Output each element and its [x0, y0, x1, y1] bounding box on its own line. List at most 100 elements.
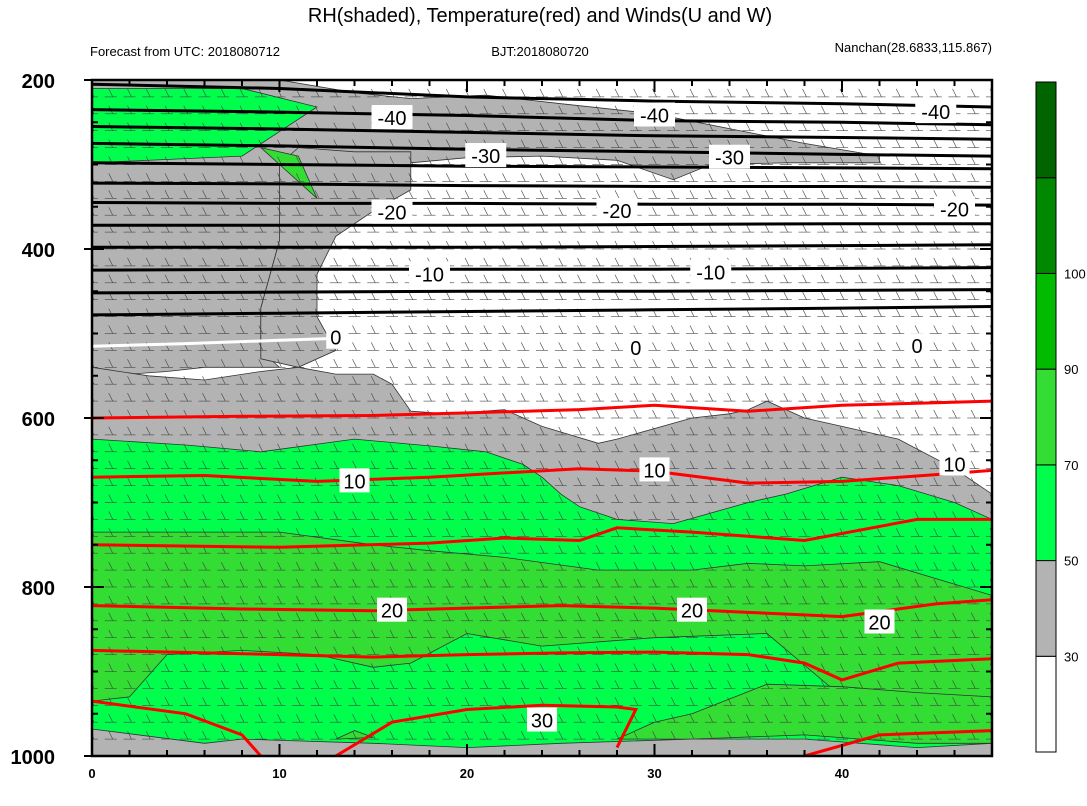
wind-barb-flag — [802, 392, 807, 402]
wind-barb-flag — [314, 528, 320, 537]
wind-barb-flag — [464, 714, 470, 723]
wind-barb-flag — [145, 629, 151, 638]
wind-barb-flag — [389, 392, 395, 402]
wind-barb-flag — [520, 122, 526, 131]
wind-barb-flag — [202, 528, 207, 537]
wind-barb-flag — [427, 291, 432, 300]
wind-barb-flag — [427, 612, 432, 621]
wind-barb-flag — [314, 629, 320, 638]
wind-barb-flag — [539, 291, 545, 300]
wind-barb-flag — [108, 359, 114, 368]
wind-barb-flag — [764, 173, 770, 182]
wind-barb-flag — [164, 88, 170, 98]
wind-barb-flag — [370, 494, 376, 503]
wind-barb-flag — [520, 291, 526, 300]
wind-barb-flag — [558, 714, 564, 723]
wind-barb-flag — [914, 88, 920, 98]
wind-barb-flag — [952, 646, 957, 655]
wind-barb-flag — [952, 409, 957, 419]
wind-barb-flag — [92, 700, 95, 706]
contour-label-box — [465, 143, 507, 168]
wind-barb-flag — [92, 649, 95, 655]
wind-barb-flag — [520, 663, 526, 672]
wind-barb-flag — [708, 376, 714, 385]
wind-barb-flag — [314, 190, 320, 199]
wind-barb-flag — [558, 545, 564, 554]
wind-barb-flag — [558, 578, 564, 588]
wind-barb-flag — [539, 730, 545, 740]
wind-barb-flag — [164, 697, 170, 706]
wind-barb-flag — [558, 426, 564, 436]
wind-barb-flag — [577, 663, 582, 672]
wind-barb-flag — [745, 359, 751, 368]
wind-barb-flag — [92, 396, 95, 402]
wind-barb-flag — [145, 207, 151, 216]
wind-barb-flag — [333, 714, 339, 723]
wind-barb-flag — [914, 595, 920, 605]
wind-barb-flag — [520, 173, 526, 182]
wind-barb-flag — [427, 629, 432, 638]
wind-barb-flag — [333, 528, 339, 537]
wind-barb-flag — [352, 257, 357, 267]
wind-barb-flag — [445, 528, 451, 537]
wind-barb-flag — [802, 409, 807, 419]
wind-barb-flag — [370, 376, 376, 385]
wind-barb-flag — [408, 342, 414, 351]
wind-barb-flag — [820, 680, 826, 689]
wind-barb-flag — [558, 663, 564, 672]
wind-barb-flag — [895, 325, 901, 334]
wind-barb-flag — [314, 646, 320, 655]
wind-barb-flag — [520, 392, 526, 402]
wind-barb-flag — [145, 697, 151, 706]
wind-barb-flag — [445, 680, 451, 689]
wind-barb-flag — [727, 392, 732, 402]
wind-barb-flag — [989, 426, 992, 432]
wind-barb-flag — [727, 714, 732, 723]
wind-barb-flag — [595, 663, 601, 672]
wind-barb-flag — [539, 460, 545, 469]
wind-barb-flag — [352, 714, 357, 723]
wind-barb-flag — [914, 663, 920, 672]
wind-barb-flag — [633, 730, 639, 740]
wind-barb-flag — [764, 291, 770, 300]
wind-barb-flag — [670, 629, 676, 638]
wind-barb-flag — [164, 443, 170, 452]
wind-barb-flag — [727, 376, 732, 385]
wind-barb-flag — [783, 730, 789, 740]
wind-barb-flag — [614, 595, 620, 605]
wind-barb-row-16 — [92, 342, 992, 351]
wind-barb-flag — [389, 730, 395, 740]
wind-barb-flag — [220, 629, 226, 638]
wind-barb-flag — [839, 460, 845, 469]
wind-barb-flag — [652, 511, 657, 520]
wind-barb-flag — [108, 274, 114, 283]
wind-barb-flag — [445, 578, 451, 588]
wind-barb-flag — [183, 494, 189, 503]
wind-barb-flag — [483, 325, 489, 334]
wind-barb-flag — [389, 139, 395, 148]
wind-barb-flag — [670, 156, 676, 165]
wind-barb-flag — [352, 392, 357, 402]
wind-barb-flag — [933, 612, 939, 621]
wind-barb-flag — [727, 173, 732, 182]
wind-barb-flag — [952, 392, 957, 402]
contour-label-box — [339, 468, 370, 493]
wind-barb-flag — [145, 359, 151, 368]
wind-barb-flag — [952, 494, 957, 503]
wind-barb-flag — [464, 342, 470, 351]
wind-barb-flag — [933, 139, 939, 148]
wind-barb-row-36 — [92, 680, 992, 689]
wind-barb-flag — [895, 105, 901, 114]
wind-barb-flag — [127, 477, 132, 486]
wind-barb-flag — [933, 714, 939, 723]
wind-barb-flag — [989, 629, 992, 635]
wind-barb-flag — [427, 426, 432, 436]
wind-barb-flag — [820, 545, 826, 554]
wind-barb-flag — [258, 612, 264, 621]
wind-barb-flag — [239, 578, 245, 588]
wind-barb-flag — [502, 511, 507, 520]
wind-barb-flag — [183, 392, 189, 402]
wind-barb-flag — [483, 714, 489, 723]
wind-barb-flag — [445, 173, 451, 182]
